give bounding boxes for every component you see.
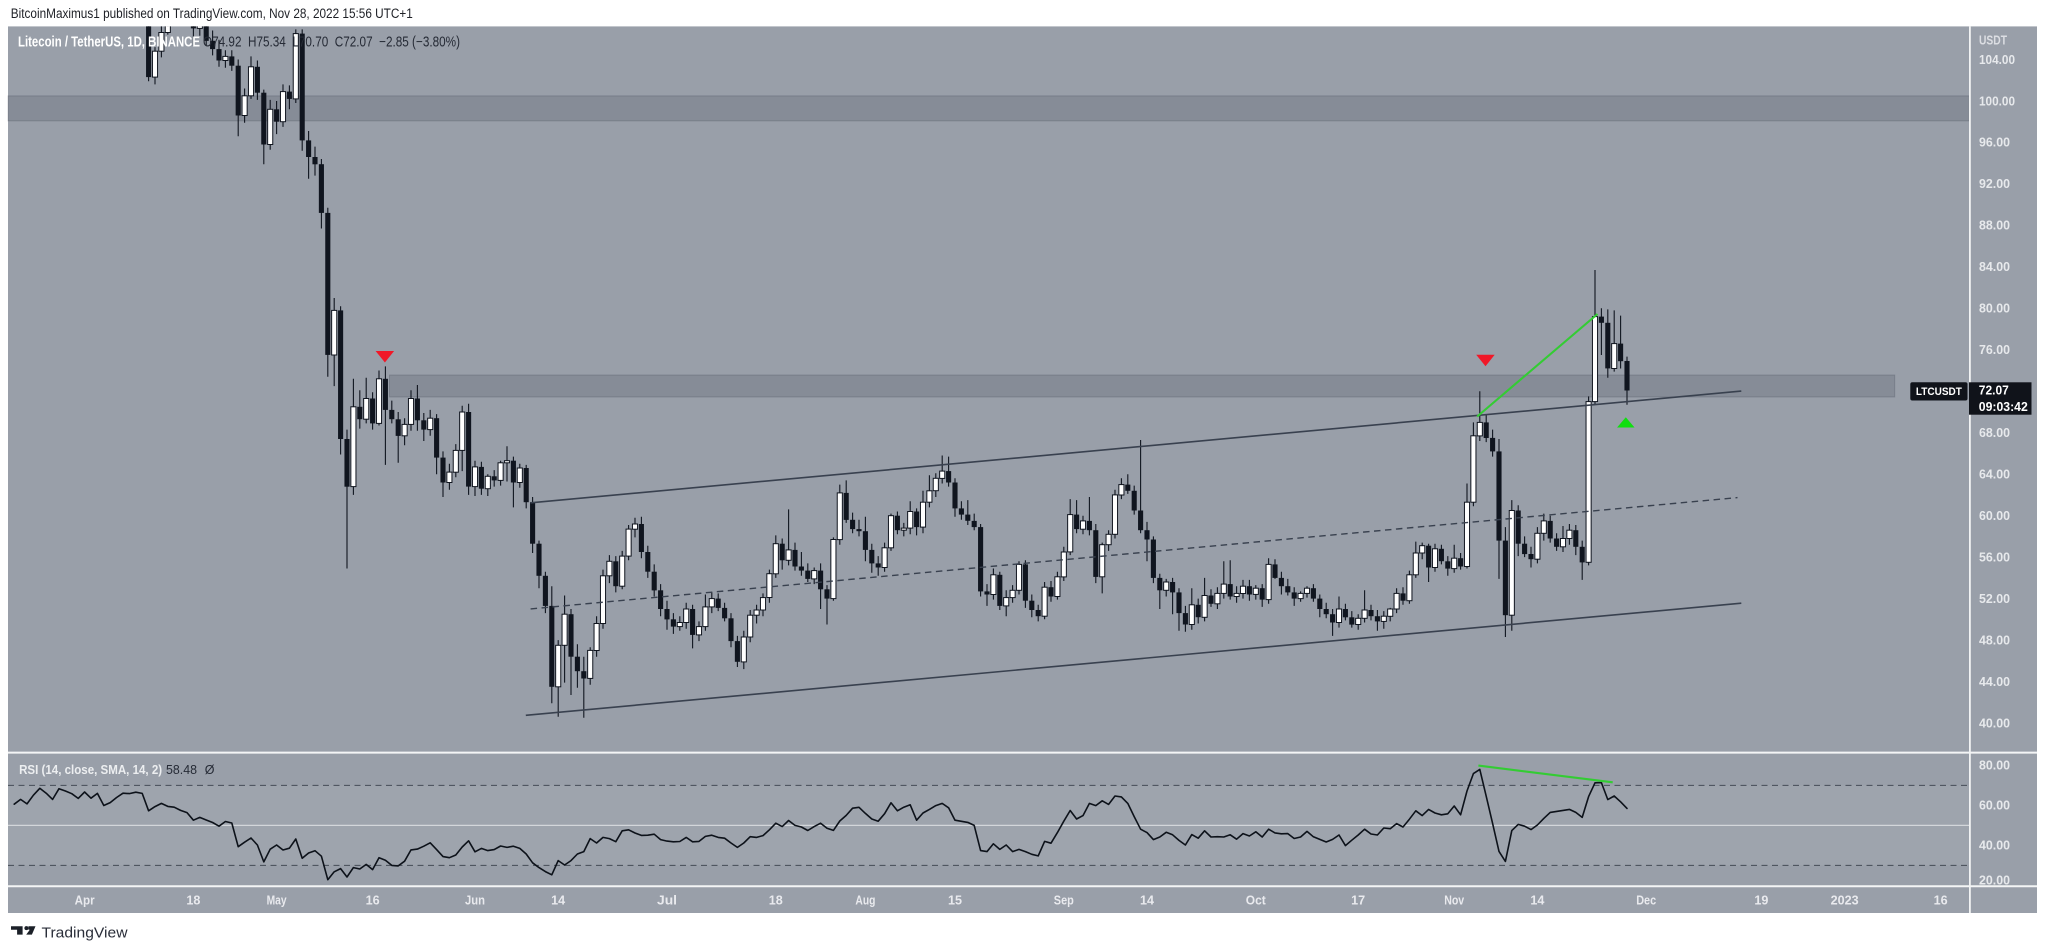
svg-text:100.00: 100.00 [1979,94,2015,108]
svg-text:60.00: 60.00 [1979,509,2010,523]
svg-text:Nov: Nov [1444,894,1464,908]
svg-text:Apr: Apr [75,894,95,908]
svg-text:88.00: 88.00 [1979,219,2010,233]
svg-text:09:03:42: 09:03:42 [1979,400,2028,414]
svg-text:14: 14 [1140,894,1154,908]
svg-text:72.07: 72.07 [1979,384,2009,398]
svg-text:14: 14 [1530,894,1544,908]
svg-text:76.00: 76.00 [1979,343,2010,357]
svg-text:O74.92 H75.34 L70.70 C72.07: O74.92 H75.34 L70.70 C72.07 −2.85 (−3.80… [203,34,460,50]
svg-text:Oct: Oct [1246,894,1267,908]
svg-text:Aug: Aug [855,894,875,908]
svg-text:16: 16 [366,894,380,908]
svg-text:20.00: 20.00 [1979,874,2010,888]
svg-text:40.00: 40.00 [1979,839,2010,853]
svg-text:May: May [267,894,287,908]
svg-text:14: 14 [551,894,565,908]
svg-text:15: 15 [948,894,962,908]
svg-text:18: 18 [769,894,783,908]
svg-text:44.00: 44.00 [1979,675,2010,689]
svg-text:USDT: USDT [1979,33,2007,47]
svg-text:17: 17 [1351,894,1365,908]
svg-text:40.00: 40.00 [1979,716,2010,730]
svg-text:2023: 2023 [1831,894,1859,908]
svg-text:18: 18 [186,894,200,908]
svg-text:92.00: 92.00 [1979,177,2010,191]
svg-text:104.00: 104.00 [1979,53,2015,67]
svg-text:84.00: 84.00 [1979,260,2010,274]
svg-text:Jul: Jul [657,894,677,908]
svg-text:Dec: Dec [1636,894,1656,908]
svg-text:RSI (14, close, SMA, 14, 2): RSI (14, close, SMA, 14, 2) [19,763,162,777]
svg-text:Jun: Jun [465,894,485,908]
svg-text:LTCUSDT: LTCUSDT [1916,386,1962,398]
svg-text:19: 19 [1754,894,1768,908]
svg-text:56.00: 56.00 [1979,550,2010,564]
svg-text:68.00: 68.00 [1979,426,2010,440]
svg-text:Sep: Sep [1054,894,1074,908]
svg-text:52.00: 52.00 [1979,592,2010,606]
svg-text:BitcoinMaximus1 published on T: BitcoinMaximus1 published on TradingView… [11,6,413,21]
svg-text:80.00: 80.00 [1979,302,2010,316]
svg-text:16: 16 [1934,894,1948,908]
svg-text:60.00: 60.00 [1979,799,2010,813]
svg-text:48.00: 48.00 [1979,633,2010,647]
svg-text:Litecoin / TetherUS, 1D, BINAN: Litecoin / TetherUS, 1D, BINANCE [18,34,200,50]
svg-text:58.48: 58.48 [166,763,197,777]
svg-text:Ø: Ø [205,763,215,777]
svg-text:64.00: 64.00 [1979,468,2010,482]
svg-text:TradingView: TradingView [42,924,128,941]
svg-text:96.00: 96.00 [1979,136,2010,150]
svg-text:80.00: 80.00 [1979,759,2010,773]
